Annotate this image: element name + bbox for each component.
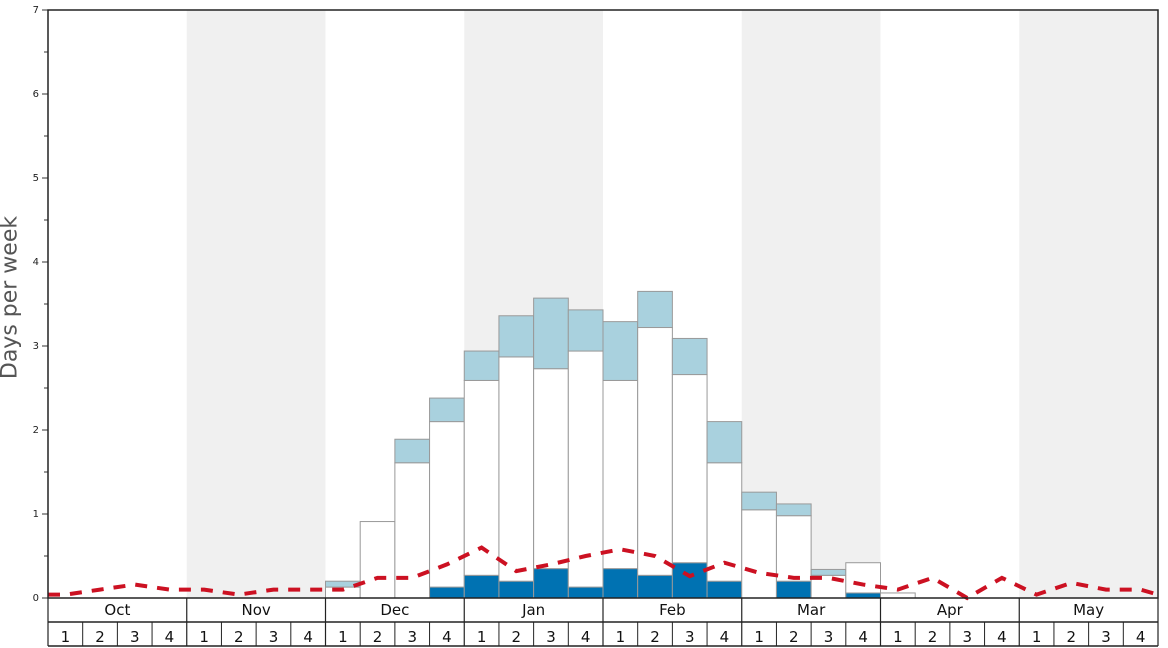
week-label: 3 <box>962 628 972 646</box>
week-label: 4 <box>997 628 1007 646</box>
y-tick-label: 1 <box>33 509 39 520</box>
week-label: 3 <box>546 628 556 646</box>
bar-dark-blue <box>498 580 535 599</box>
week-label: 1 <box>754 628 764 646</box>
bar-white <box>637 327 673 576</box>
bar-white <box>741 509 777 599</box>
week-label: 4 <box>303 628 313 646</box>
week-label: 3 <box>685 628 695 646</box>
month-label: Oct <box>104 601 130 619</box>
x-axis: Oct 1 2 3 4 Nov 1 2 3 4 Dec 1 2 3 4 Jan 1 2 3 4 Feb 1 2 3 4 Mar 1 2… <box>47 598 1159 647</box>
week-label: 2 <box>928 628 938 646</box>
y-tick-label: 0 <box>33 593 39 604</box>
bar-dark-blue <box>706 580 743 599</box>
week-label: 2 <box>373 628 383 646</box>
y-tick-label: 7 <box>33 5 39 16</box>
bar-white <box>533 368 569 570</box>
bar-white <box>463 379 500 576</box>
week-label: 2 <box>234 628 244 646</box>
bar-white <box>359 521 396 599</box>
week-label: 2 <box>789 628 799 646</box>
bars <box>325 290 916 599</box>
y-axis-label: Days per week <box>0 215 23 380</box>
month-label: May <box>1073 601 1104 619</box>
week-label: 1 <box>338 628 348 646</box>
bar-light-blue <box>706 421 743 464</box>
month-label: Dec <box>380 601 409 619</box>
y-tick-label: 3 <box>33 341 39 352</box>
bar-light-blue <box>775 503 812 517</box>
bar-light-blue <box>567 309 604 352</box>
bar-light-blue <box>637 290 673 329</box>
bar-dark-blue <box>602 568 639 599</box>
month-shade <box>186 10 326 598</box>
bar-light-blue <box>394 438 431 464</box>
y-tick-label: 5 <box>33 173 39 184</box>
bar-dark-blue <box>637 574 673 599</box>
week-label: 2 <box>650 628 660 646</box>
y-axis: 0 1 2 3 4 5 6 7 <box>33 5 48 604</box>
month-label: Jan <box>521 601 545 619</box>
week-label: 1 <box>616 628 626 646</box>
average-line <box>48 545 1159 601</box>
bar-light-blue <box>463 350 500 381</box>
bar-dark-blue <box>775 580 812 599</box>
week-label: 3 <box>130 628 140 646</box>
week-label: 4 <box>720 628 730 646</box>
y-tick-label: 6 <box>33 89 39 100</box>
bar-white <box>498 356 535 582</box>
week-label: 2 <box>512 628 522 646</box>
month-label: Nov <box>241 601 270 619</box>
bar-light-blue <box>741 491 777 511</box>
week-label: 3 <box>407 628 417 646</box>
bar-dark-blue <box>429 586 465 599</box>
week-label: 3 <box>824 628 834 646</box>
bar-white <box>567 350 604 588</box>
bar-dark-blue <box>567 586 604 599</box>
bar-light-blue <box>533 297 569 370</box>
month-label: Feb <box>659 601 686 619</box>
bar-dark-blue <box>533 568 569 599</box>
week-label: 4 <box>1136 628 1146 646</box>
bar-white <box>671 374 708 564</box>
week-label: 1 <box>477 628 487 646</box>
line-series <box>48 545 1159 601</box>
bar-light-blue <box>602 321 639 381</box>
week-label: 4 <box>165 628 175 646</box>
bar-dark-blue <box>845 592 881 599</box>
week-label: 3 <box>269 628 279 646</box>
week-label: 4 <box>442 628 452 646</box>
bar-dark-blue <box>671 562 708 599</box>
week-label: 2 <box>1067 628 1077 646</box>
month-shade <box>1019 10 1158 598</box>
bar-white <box>775 515 812 582</box>
bar-white <box>845 562 881 594</box>
week-label: 1 <box>61 628 71 646</box>
week-label: 3 <box>1101 628 1111 646</box>
month-label: Apr <box>937 601 964 619</box>
bar-white <box>880 592 916 599</box>
week-label: 1 <box>1032 628 1042 646</box>
bar-light-blue <box>429 397 465 423</box>
week-label: 4 <box>858 628 868 646</box>
bar-light-blue <box>810 568 847 576</box>
bar-light-blue <box>498 315 535 358</box>
y-tick-label: 4 <box>33 257 39 268</box>
bar-light-blue <box>671 337 708 376</box>
bar-white <box>602 379 639 570</box>
bar-white <box>429 421 465 588</box>
bar-dark-blue <box>463 574 500 599</box>
week-label: 1 <box>893 628 903 646</box>
y-tick-label: 2 <box>33 425 39 436</box>
month-label: Mar <box>797 601 826 619</box>
week-label: 4 <box>581 628 591 646</box>
week-label: 1 <box>199 628 209 646</box>
week-label: 2 <box>95 628 105 646</box>
